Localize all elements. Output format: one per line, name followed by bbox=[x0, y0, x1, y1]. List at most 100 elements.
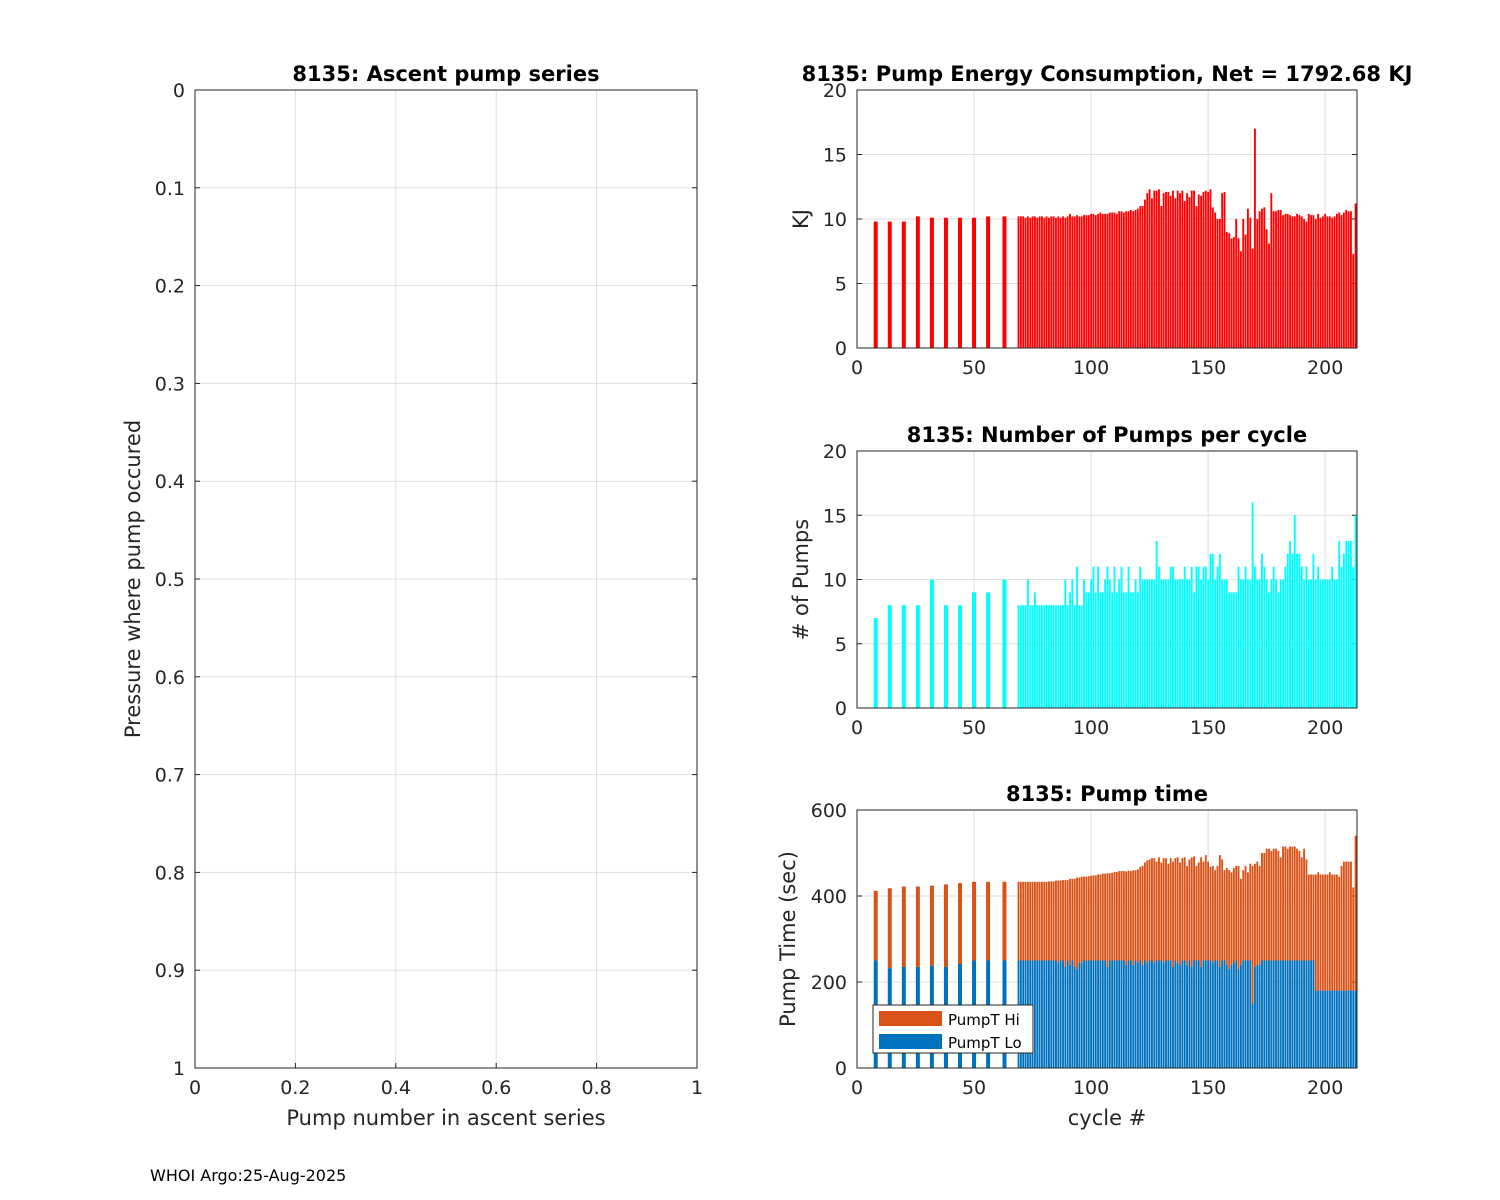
bar-pumpt-hi bbox=[1319, 874, 1322, 991]
bar-pumpt-lo bbox=[1153, 962, 1156, 1068]
bar-pumpt-lo bbox=[1261, 960, 1263, 1068]
bar-pumpt-lo bbox=[1218, 966, 1221, 1068]
y-tick-label: 0.5 bbox=[155, 569, 185, 591]
bar bbox=[1333, 216, 1336, 348]
bar-pumpt-hi bbox=[1286, 848, 1289, 961]
bar bbox=[1045, 216, 1048, 348]
y-tick-label: 1 bbox=[173, 1058, 185, 1080]
bar bbox=[1340, 215, 1343, 348]
bar bbox=[1242, 579, 1245, 708]
bar-pumpt-lo bbox=[1118, 960, 1121, 1068]
bar-pumpt-hi bbox=[1104, 873, 1107, 961]
bar bbox=[1258, 579, 1261, 708]
bar-pumpt-lo bbox=[1108, 960, 1111, 1068]
bar bbox=[1073, 216, 1076, 348]
bar-pumpt-lo bbox=[1048, 960, 1050, 1068]
bar-pumpt-hi bbox=[1057, 880, 1060, 963]
bar-pumpt-hi bbox=[1228, 870, 1231, 970]
bar bbox=[1200, 579, 1203, 708]
y-axis-label: # of Pumps bbox=[789, 519, 813, 641]
bar bbox=[1043, 217, 1046, 348]
bar bbox=[1151, 579, 1153, 708]
bar-pumpt-hi bbox=[1078, 877, 1081, 963]
bar-pumpt-lo bbox=[1282, 960, 1284, 1068]
legend-swatch-hi bbox=[879, 1011, 942, 1026]
bar-pumpt-lo bbox=[1125, 964, 1128, 1068]
bar bbox=[1122, 212, 1125, 348]
bar-pumpt-hi bbox=[1349, 861, 1352, 991]
y-tick-label: 0.1 bbox=[155, 178, 185, 200]
bar bbox=[1214, 579, 1217, 708]
y-tick-label: 0.2 bbox=[155, 276, 185, 298]
x-tick-label: 0.8 bbox=[581, 1077, 611, 1099]
bar-pumpt-lo bbox=[1193, 960, 1196, 1068]
bar bbox=[1251, 248, 1254, 348]
bar-pumpt-hi bbox=[1033, 881, 1036, 961]
bar bbox=[1132, 592, 1135, 708]
bar bbox=[1293, 515, 1296, 708]
bar-pumpt-hi bbox=[1298, 850, 1301, 961]
bar-pumpt-lo bbox=[1284, 960, 1287, 1068]
bar-pumpt-lo bbox=[1272, 960, 1275, 1068]
bar bbox=[1218, 219, 1221, 348]
bar-pumpt-hi bbox=[1190, 857, 1193, 967]
bar bbox=[1148, 189, 1151, 348]
bar-pumpt-hi bbox=[929, 885, 934, 966]
bar-pumpt-lo bbox=[1265, 960, 1268, 1068]
bar bbox=[1153, 579, 1156, 708]
bar-pumpt-lo bbox=[1291, 960, 1294, 1068]
bar bbox=[1040, 605, 1043, 708]
y-tick-label: 0.6 bbox=[155, 667, 185, 689]
bar-pumpt-lo bbox=[1134, 960, 1137, 1068]
bar bbox=[1195, 566, 1198, 708]
bar-pumpt-hi bbox=[1169, 858, 1172, 961]
bar bbox=[1120, 566, 1123, 708]
bar-pumpt-lo bbox=[1289, 960, 1291, 1068]
bar-pumpt-lo bbox=[1045, 960, 1048, 1068]
bar bbox=[1275, 211, 1277, 348]
x-tick-label: 100 bbox=[1073, 1077, 1109, 1099]
bar bbox=[1118, 579, 1121, 708]
bar-pumpt-lo bbox=[1225, 964, 1228, 1068]
bar-pumpt-hi bbox=[1347, 861, 1350, 991]
bar-pumpt-lo bbox=[1342, 990, 1345, 1068]
bar bbox=[1118, 211, 1121, 348]
bar bbox=[1218, 553, 1221, 708]
bar-pumpt-lo bbox=[1221, 960, 1224, 1068]
bar bbox=[1129, 209, 1132, 348]
bar-pumpt-hi bbox=[1331, 874, 1334, 991]
bar-pumpt-lo bbox=[1209, 960, 1212, 1068]
bar bbox=[1186, 579, 1188, 708]
bar bbox=[1300, 566, 1303, 708]
bar bbox=[1022, 605, 1025, 708]
bar-pumpt-lo bbox=[1230, 964, 1233, 1068]
bar bbox=[1279, 209, 1282, 348]
bar bbox=[1354, 203, 1357, 348]
bar bbox=[1134, 209, 1137, 348]
bar-pumpt-hi bbox=[1340, 865, 1343, 991]
bar-pumpt-hi bbox=[1312, 874, 1315, 961]
bar-pumpt-hi bbox=[1122, 871, 1125, 961]
bar bbox=[1202, 566, 1205, 708]
bar-pumpt-hi bbox=[957, 883, 962, 964]
bar-pumpt-lo bbox=[1151, 960, 1153, 1068]
bar-pumpt-hi bbox=[1017, 881, 1020, 961]
bar bbox=[1230, 592, 1233, 708]
bar-pumpt-hi bbox=[1097, 874, 1100, 961]
bar bbox=[1244, 566, 1247, 708]
x-axis-label: cycle # bbox=[1068, 1106, 1147, 1130]
bar bbox=[1038, 605, 1041, 708]
bar bbox=[1268, 243, 1270, 348]
bar bbox=[1289, 215, 1291, 348]
bar bbox=[1216, 566, 1219, 708]
bar-pumpt-lo bbox=[1120, 960, 1123, 1068]
bar bbox=[1275, 579, 1277, 708]
bar bbox=[1282, 215, 1284, 348]
bar-pumpt-hi bbox=[1127, 870, 1130, 961]
bar bbox=[1143, 199, 1146, 348]
bar-pumpt-hi bbox=[1022, 881, 1025, 961]
bar bbox=[1092, 213, 1095, 348]
bar bbox=[1249, 579, 1252, 708]
bar-pumpt-hi bbox=[1207, 861, 1210, 961]
